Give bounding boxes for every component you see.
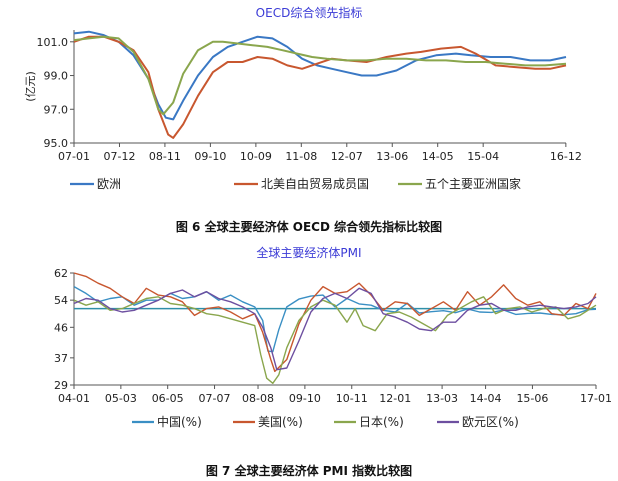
pmi-chart-svg: 29 37 46 54 62 04-01 05-03 06-05 07-07 08-08 09-10… xyxy=(54,267,612,429)
x-tick-label: 15-04 xyxy=(467,150,499,163)
y-tick-label: 62 xyxy=(54,267,68,280)
x-tick-label: 12-01 xyxy=(379,392,411,405)
x-tick-label: 09-10 xyxy=(289,392,321,405)
x-tick-label: 07-12 xyxy=(103,150,135,163)
y-tick-label: 95.0 xyxy=(44,137,69,150)
y-tick-label: 99.0 xyxy=(44,70,69,83)
series-line-3 xyxy=(73,287,597,371)
series-line-1 xyxy=(73,272,597,373)
x-tick-label: 15-06 xyxy=(516,392,548,405)
legend-label: 日本(%) xyxy=(359,415,404,429)
y-tick-label: 101.0 xyxy=(37,36,69,49)
x-tick-label: 10-11 xyxy=(336,392,368,405)
x-tick-label: 08-08 xyxy=(242,392,274,405)
x-tick-label: 11-08 xyxy=(285,150,317,163)
series-line-0 xyxy=(73,30,567,121)
y-tick-label: 29 xyxy=(54,379,68,392)
x-tick-label: 05-03 xyxy=(105,392,137,405)
series-line-1 xyxy=(73,35,567,139)
legend-label: 欧元区(%) xyxy=(462,415,519,429)
x-tick-label: 13-03 xyxy=(426,392,458,405)
x-tick-label: 10-09 xyxy=(240,150,272,163)
legend-label: 北美自由贸易成员国 xyxy=(261,177,369,191)
x-tick-label: 04-01 xyxy=(58,392,90,405)
y-tick-label: 54 xyxy=(54,294,68,307)
legend-label: 美国(%) xyxy=(258,415,303,429)
series-line-2 xyxy=(73,296,597,385)
oecd-chart-svg: 95.0 97.0 99.0 101.0 07-01 07-12 08-11 09-10 10-… xyxy=(24,30,582,191)
x-tick-label: 07-01 xyxy=(58,150,90,163)
chart-title: OECD综合领先指标 xyxy=(255,6,363,20)
legend-label: 欧洲 xyxy=(97,177,121,191)
figure-caption: 图 6 全球主要经济体 OECD 综合领先指标比较图 xyxy=(175,220,443,234)
y-tick-label: 46 xyxy=(54,321,68,334)
oecd-leading-indicator-chart: OECD综合领先指标 95.0 97.0 99.0 101.0 07-01 07-12 08… xyxy=(0,0,618,210)
x-tick-label: 14-04 xyxy=(470,392,502,405)
pmi-chart: 全球主要经济体PMI 29 37 46 54 62 04-01 05-03 06-05 07-0… xyxy=(0,238,618,460)
y-tick-label: 97.0 xyxy=(44,103,69,116)
figure-caption: 图 7 全球主要经济体 PMI 指数比较图 xyxy=(205,464,413,478)
x-tick-label: 16-12 xyxy=(550,150,582,163)
y-tick-label: 37 xyxy=(54,352,68,365)
x-tick-label: 07-07 xyxy=(199,392,231,405)
y-axis-label: (亿元) xyxy=(24,71,37,102)
x-tick-label: 06-05 xyxy=(152,392,184,405)
x-tick-label: 13-06 xyxy=(376,150,408,163)
x-tick-label: 09-10 xyxy=(194,150,226,163)
series-line-2 xyxy=(73,35,567,116)
legend-label: 五个主要亚洲国家 xyxy=(425,176,521,191)
series-line-0 xyxy=(73,285,597,353)
x-tick-label: 14-05 xyxy=(422,150,454,163)
x-tick-label: 17-01 xyxy=(580,392,612,405)
chart-title: 全球主要经济体PMI xyxy=(256,246,362,260)
x-tick-label: 08-11 xyxy=(149,150,181,163)
legend-label: 中国(%) xyxy=(157,414,202,429)
x-tick-label: 12-07 xyxy=(331,150,363,163)
